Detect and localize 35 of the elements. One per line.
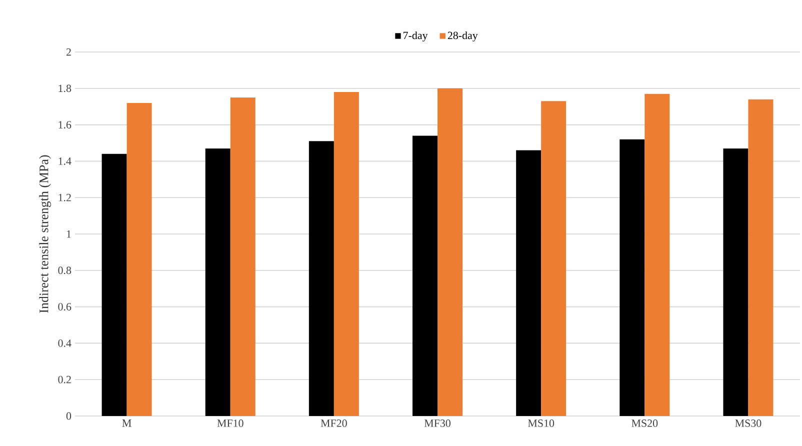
y-tick-label: 2 — [66, 48, 71, 56]
y-tick-label: 1.2 — [58, 194, 71, 202]
bar — [748, 99, 774, 416]
y-tick-label: 0 — [66, 412, 72, 420]
x-tick-label: MF30 — [424, 420, 450, 427]
bar — [102, 154, 127, 416]
y-tick-label: 0.6 — [58, 303, 72, 311]
y-axis-title: Indirect tensile strength (MPa) — [39, 155, 51, 313]
x-tick-label: MS30 — [735, 420, 762, 427]
bar — [126, 102, 152, 416]
y-tick-label: 1.8 — [58, 84, 72, 92]
y-tick-label: 1.4 — [58, 158, 72, 165]
x-tick-label: MF20 — [320, 420, 347, 427]
bar — [438, 88, 463, 416]
y-tick-label: 0.4 — [58, 339, 72, 347]
y-tick-label: 0.2 — [58, 376, 71, 384]
x-tick-label: MF10 — [217, 420, 244, 427]
bar — [541, 101, 566, 416]
y-tick-label: 1.6 — [58, 121, 72, 129]
bar — [230, 97, 256, 416]
bar — [644, 94, 670, 416]
legend-label: 7-day — [404, 31, 428, 42]
y-tick-label: 1 — [66, 230, 71, 238]
bar — [723, 148, 748, 416]
bar — [412, 136, 438, 416]
bar — [308, 141, 334, 416]
bar — [205, 148, 230, 416]
x-tick-label: MS20 — [632, 420, 658, 427]
x-tick-label: M — [122, 420, 132, 427]
bar — [516, 150, 542, 416]
legend-label: 28-day — [448, 31, 478, 42]
x-tick-label: MS10 — [528, 420, 554, 427]
bar — [334, 92, 359, 416]
bar — [620, 139, 645, 416]
y-tick-label: 0.8 — [58, 266, 72, 274]
